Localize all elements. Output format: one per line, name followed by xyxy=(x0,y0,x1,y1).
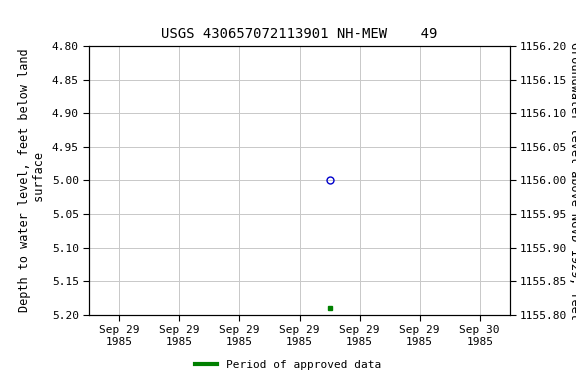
Y-axis label: Groundwater level above NGVD 1929, feet: Groundwater level above NGVD 1929, feet xyxy=(569,41,576,319)
Legend: Period of approved data: Period of approved data xyxy=(191,356,385,375)
Title: USGS 430657072113901 NH-MEW    49: USGS 430657072113901 NH-MEW 49 xyxy=(161,27,438,41)
Y-axis label: Depth to water level, feet below land
 surface: Depth to water level, feet below land su… xyxy=(18,49,46,312)
